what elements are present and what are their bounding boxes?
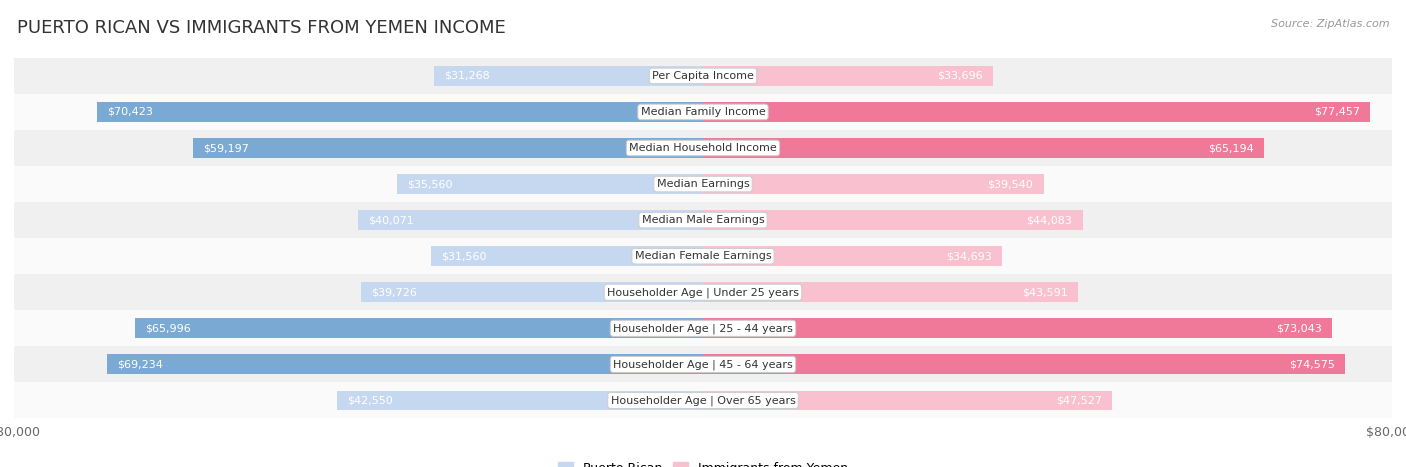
Text: $43,591: $43,591: [1022, 287, 1069, 297]
Bar: [703, 283, 1078, 302]
Bar: [14, 94, 1392, 130]
Text: Householder Age | 25 - 44 years: Householder Age | 25 - 44 years: [613, 323, 793, 333]
Text: Median Family Income: Median Family Income: [641, 107, 765, 117]
Text: $34,693: $34,693: [946, 251, 991, 261]
Text: $39,540: $39,540: [987, 179, 1033, 189]
Text: $31,560: $31,560: [441, 251, 486, 261]
Text: $70,423: $70,423: [107, 107, 153, 117]
Text: $59,197: $59,197: [204, 143, 249, 153]
Text: PUERTO RICAN VS IMMIGRANTS FROM YEMEN INCOME: PUERTO RICAN VS IMMIGRANTS FROM YEMEN IN…: [17, 19, 506, 37]
Text: $77,457: $77,457: [1313, 107, 1360, 117]
Text: $44,083: $44,083: [1026, 215, 1073, 225]
Bar: [336, 390, 703, 410]
Bar: [359, 210, 703, 230]
Text: $69,234: $69,234: [117, 360, 163, 369]
Text: $74,575: $74,575: [1289, 360, 1334, 369]
Text: Median Household Income: Median Household Income: [628, 143, 778, 153]
Text: Median Male Earnings: Median Male Earnings: [641, 215, 765, 225]
Bar: [14, 310, 1392, 347]
Bar: [703, 138, 1264, 158]
Text: $65,194: $65,194: [1208, 143, 1254, 153]
Bar: [703, 318, 1331, 338]
Bar: [14, 166, 1392, 202]
Text: $35,560: $35,560: [408, 179, 453, 189]
Bar: [703, 174, 1043, 194]
Text: $39,726: $39,726: [371, 287, 418, 297]
Bar: [361, 283, 703, 302]
Bar: [703, 246, 1001, 266]
Bar: [703, 210, 1083, 230]
Text: $47,527: $47,527: [1056, 396, 1102, 405]
Text: Householder Age | Under 25 years: Householder Age | Under 25 years: [607, 287, 799, 297]
Text: $73,043: $73,043: [1275, 323, 1322, 333]
Bar: [107, 354, 703, 375]
Text: $33,696: $33,696: [938, 71, 983, 81]
Bar: [703, 354, 1346, 375]
Bar: [14, 130, 1392, 166]
Bar: [396, 174, 703, 194]
Bar: [135, 318, 703, 338]
Text: $42,550: $42,550: [347, 396, 392, 405]
Text: Householder Age | 45 - 64 years: Householder Age | 45 - 64 years: [613, 359, 793, 370]
Bar: [703, 390, 1112, 410]
Text: $40,071: $40,071: [368, 215, 413, 225]
Text: Householder Age | Over 65 years: Householder Age | Over 65 years: [610, 395, 796, 406]
Bar: [14, 58, 1392, 94]
Bar: [97, 102, 703, 122]
Legend: Puerto Rican, Immigrants from Yemen: Puerto Rican, Immigrants from Yemen: [553, 457, 853, 467]
Text: Median Earnings: Median Earnings: [657, 179, 749, 189]
Bar: [433, 66, 703, 86]
Bar: [14, 382, 1392, 418]
Text: Per Capita Income: Per Capita Income: [652, 71, 754, 81]
Bar: [703, 66, 993, 86]
Bar: [432, 246, 703, 266]
Bar: [703, 102, 1369, 122]
Text: $31,268: $31,268: [444, 71, 489, 81]
Bar: [14, 238, 1392, 274]
Bar: [193, 138, 703, 158]
Bar: [14, 274, 1392, 310]
Text: Median Female Earnings: Median Female Earnings: [634, 251, 772, 261]
Text: Source: ZipAtlas.com: Source: ZipAtlas.com: [1271, 19, 1389, 28]
Bar: [14, 347, 1392, 382]
Bar: [14, 202, 1392, 238]
Text: $65,996: $65,996: [145, 323, 191, 333]
